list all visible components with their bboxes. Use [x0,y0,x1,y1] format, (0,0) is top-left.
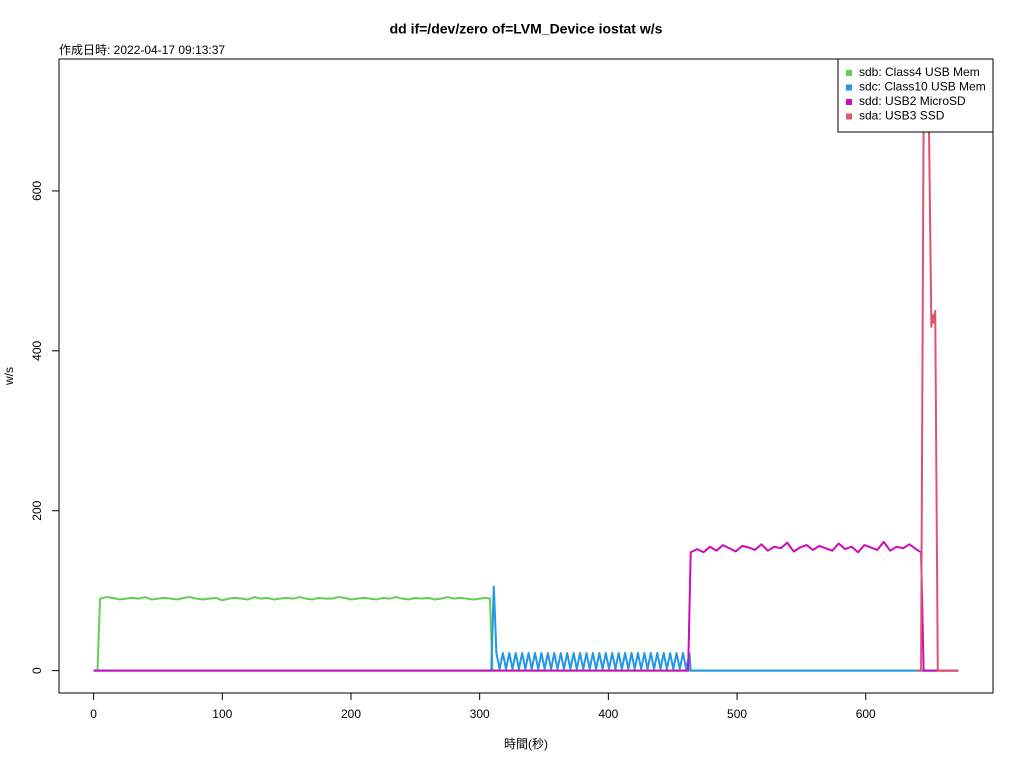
plot-frame [58,58,994,694]
y-tick-label: 600 [30,181,44,201]
legend-swatch [846,70,852,76]
legend-swatch [846,113,852,120]
x-tick-label: 200 [341,707,361,721]
chart-title: dd if=/dev/zero of=LVM_Device iostat w/s [390,21,663,37]
y-tick-label: 400 [30,340,44,360]
legend-label: sda: USB3 SSD [859,109,945,123]
series-line [93,585,959,672]
y-axis-label: w/s [2,367,16,386]
chart-subtitle: 作成日時: 2022-04-17 09:13:37 [59,43,225,57]
y-tick-label: 200 [30,500,44,520]
x-tick-label: 500 [727,707,747,721]
x-axis-label: 時間(秒) [504,737,548,751]
x-tick-label: 400 [598,707,618,721]
y-tick-label: 0 [30,667,44,674]
legend-label: sdb: Class4 USB Mem [859,65,980,79]
series-line [93,596,959,672]
series-line [917,81,959,672]
legend-swatch [846,84,852,91]
legend-box [837,58,994,133]
legend-label: sdd: USB2 MicroSD [859,94,966,108]
x-tick-label: 0 [90,707,97,721]
legend-swatch [846,99,852,105]
series-line [93,540,959,672]
x-tick-label: 100 [212,707,232,721]
x-tick-label: 600 [856,707,876,721]
legend-label: sdc: Class10 USB Mem [859,80,986,94]
x-tick-label: 300 [470,707,490,721]
